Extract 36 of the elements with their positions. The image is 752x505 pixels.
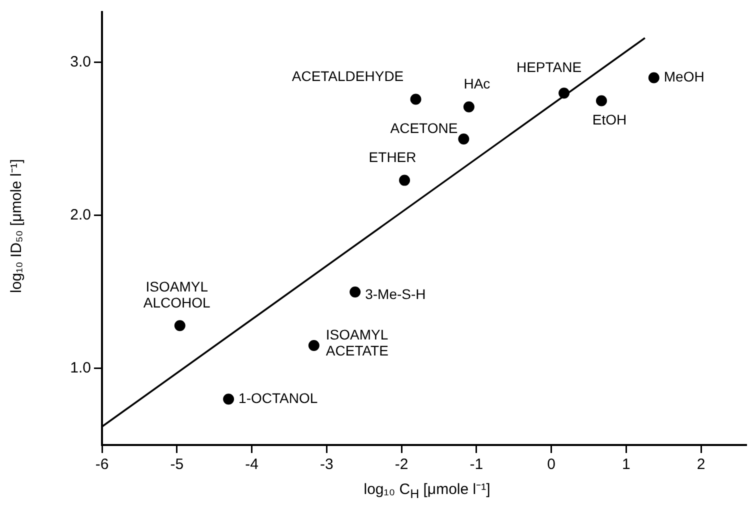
point — [308, 340, 320, 352]
point — [458, 133, 470, 144]
point — [223, 394, 234, 405]
point — [596, 95, 607, 106]
x-tick-label: -5 — [170, 456, 184, 474]
x-tick-label: -6 — [95, 456, 109, 474]
annotation: 3-Me-S-H — [365, 286, 426, 302]
point — [648, 72, 660, 84]
point — [174, 320, 186, 332]
annotation: HEPTANE — [516, 58, 582, 75]
y-axis-title: log₁₀ ID₅₀ [μmole l⁻¹] — [7, 158, 25, 295]
annotation: ISOAMYL ALCOHOL — [143, 278, 211, 311]
x-axis-title: log₁₀ C$_{H}$ [μmole l⁻¹] — [362, 480, 492, 501]
annotation: ETHER — [368, 149, 416, 166]
annotation: ACETALDEHYDE — [292, 68, 404, 84]
x-tick-label: -1 — [470, 456, 484, 474]
x-tick-label: -4 — [245, 456, 258, 474]
point — [463, 101, 474, 112]
point — [350, 286, 361, 298]
annotation: HAc — [464, 76, 490, 92]
x-tick-label: -3 — [320, 456, 334, 474]
annotation: 1-OCTANOL — [238, 390, 318, 406]
point — [558, 88, 570, 99]
point — [399, 174, 410, 186]
y-tick-label: 1.0 — [70, 360, 91, 377]
annotation: ISOAMYL ACETATE — [326, 326, 388, 358]
x-tick-label: 2 — [696, 456, 706, 474]
point — [410, 94, 422, 105]
y-tick-label: 3.0 — [70, 54, 91, 71]
x-tick-label: 0 — [547, 456, 556, 474]
y-tick-label: 2.0 — [70, 206, 91, 224]
x-tick-label: -2 — [394, 456, 408, 474]
annotation: EtOH — [592, 112, 627, 128]
annotation: MeOH — [664, 68, 704, 85]
annotation: ACETONE — [390, 120, 458, 136]
x-tick-label: 1 — [622, 456, 630, 474]
